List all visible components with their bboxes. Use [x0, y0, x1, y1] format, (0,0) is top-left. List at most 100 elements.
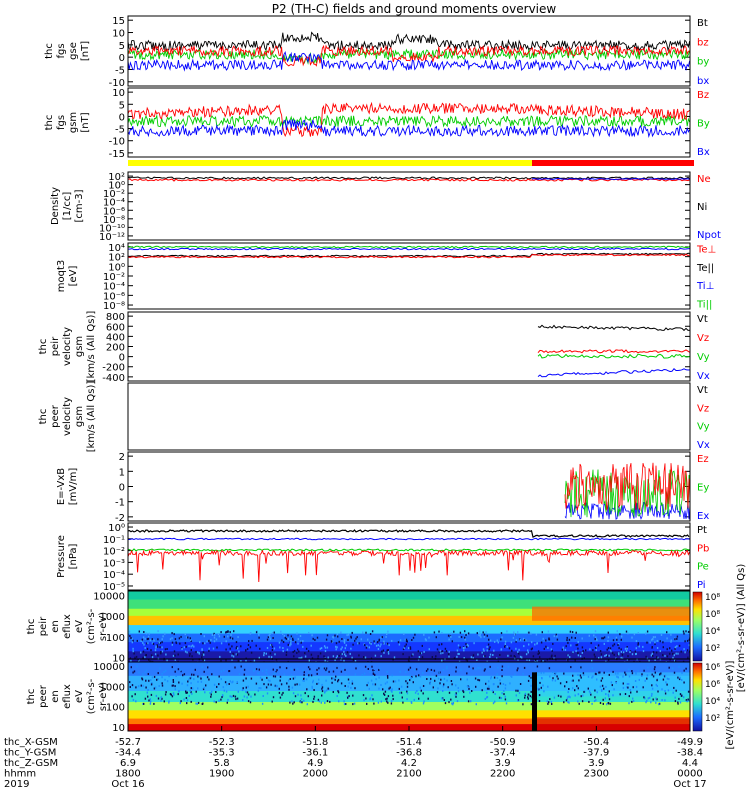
heat-speckle	[456, 700, 459, 703]
heat-speckle	[420, 689, 422, 692]
heat-speckle	[337, 635, 339, 638]
ylabel-line: (cm²-s-	[86, 608, 97, 644]
heat-speckle	[338, 700, 340, 703]
legend-pi: Pi	[697, 580, 706, 591]
heat-speckle	[195, 702, 197, 705]
heat-speckle	[360, 638, 362, 641]
xaxis-value: -52.3	[209, 737, 235, 748]
heat-speckle	[245, 649, 247, 652]
heat-speckle	[491, 689, 494, 692]
xaxis-value: 1800	[115, 769, 140, 780]
heat-speckle	[551, 654, 553, 657]
heat-speckle	[177, 693, 179, 696]
heat-speckle	[476, 659, 478, 661]
heat-speckle	[276, 685, 278, 688]
heat-speckle	[592, 649, 594, 652]
heat-speckle	[528, 643, 530, 646]
legend-bz: bz	[697, 37, 709, 48]
heat-speckle	[165, 653, 167, 656]
series-red	[128, 253, 690, 259]
heat-speckle	[148, 699, 150, 702]
heat-speckle	[428, 648, 430, 651]
heat-speckle	[473, 642, 475, 645]
heat-speckle	[411, 675, 413, 678]
heat-speckle	[423, 650, 425, 653]
heat-speckle	[375, 678, 377, 681]
heat-speckle	[193, 673, 195, 676]
heat-speckle	[646, 674, 649, 677]
heat-speckle	[335, 645, 337, 648]
heat-band	[128, 599, 690, 610]
heat-speckle	[306, 703, 308, 706]
heat-speckle	[227, 698, 229, 701]
heat-speckle	[676, 637, 678, 640]
heat-speckle	[311, 634, 313, 637]
heat-speckle	[386, 670, 388, 673]
heat-speckle	[354, 660, 357, 662]
heat-speckle	[296, 667, 299, 670]
heat-speckle	[528, 631, 530, 634]
heat-speckle	[594, 672, 597, 675]
heat-speckle	[275, 671, 277, 674]
heat-speckle	[146, 691, 148, 694]
heat-speckle	[581, 646, 584, 649]
heat-speckle	[579, 671, 582, 674]
heat-speckle	[294, 683, 296, 686]
heat-speckle	[409, 674, 411, 677]
heat-speckle	[552, 642, 554, 645]
heat-speckle	[144, 671, 146, 674]
heat-speckle	[688, 644, 690, 647]
heat-speckle	[201, 656, 203, 659]
y-tick-label: 10⁰	[108, 181, 125, 192]
heat-speckle	[524, 696, 526, 699]
heat-speckle	[579, 655, 582, 658]
heat-speckle	[406, 682, 409, 685]
heat-speckle	[159, 642, 162, 645]
heat-speckle	[365, 631, 367, 634]
heat-speckle	[343, 640, 345, 643]
heat-speckle	[354, 639, 356, 642]
heat-speckle	[496, 657, 498, 660]
heat-speckle	[515, 694, 517, 697]
heat-speckle	[317, 682, 320, 685]
heat-speckle	[240, 665, 242, 668]
heat-speckle	[363, 699, 365, 702]
heat-speckle	[434, 679, 436, 682]
heat-speckle	[276, 669, 278, 672]
heat-speckle	[202, 651, 205, 654]
heat-speckle	[144, 697, 147, 700]
heat-speckle	[500, 648, 502, 651]
heat-speckle	[465, 658, 467, 661]
y-tick-label: 10⁻⁸	[103, 301, 125, 312]
heat-speckle	[227, 635, 229, 638]
heat-speckle	[515, 640, 517, 643]
series-blue	[128, 537, 690, 541]
heat-speckle	[372, 698, 374, 701]
heat-speckle	[321, 694, 323, 697]
heat-speckle	[631, 672, 634, 675]
heat-speckle	[236, 697, 239, 700]
heat-speckle	[292, 702, 294, 705]
heat-speckle	[271, 649, 274, 651]
heat-band	[128, 591, 690, 601]
heat-speckle	[131, 637, 133, 640]
heat-speckle	[672, 667, 674, 670]
heat-speckle	[479, 634, 481, 637]
heat-speckle	[683, 648, 685, 651]
heat-speckle	[466, 685, 469, 688]
ylabel-line: sr-eV)	[98, 612, 109, 641]
heat-speckle	[237, 636, 239, 639]
heat-speckle	[406, 698, 408, 701]
heat-speckle	[185, 697, 188, 699]
legend-bz: Bz	[697, 90, 709, 101]
heat-speckle	[386, 675, 389, 677]
heat-speckle	[386, 697, 388, 700]
heat-speckle	[411, 654, 413, 657]
heat-speckle	[231, 695, 233, 698]
y-tick-label: 10⁻⁸	[103, 215, 125, 226]
xaxis-value: -51.8	[302, 737, 328, 748]
heat-speckle	[186, 636, 188, 639]
heat-speckle	[146, 647, 149, 650]
heat-speckle	[440, 678, 442, 681]
